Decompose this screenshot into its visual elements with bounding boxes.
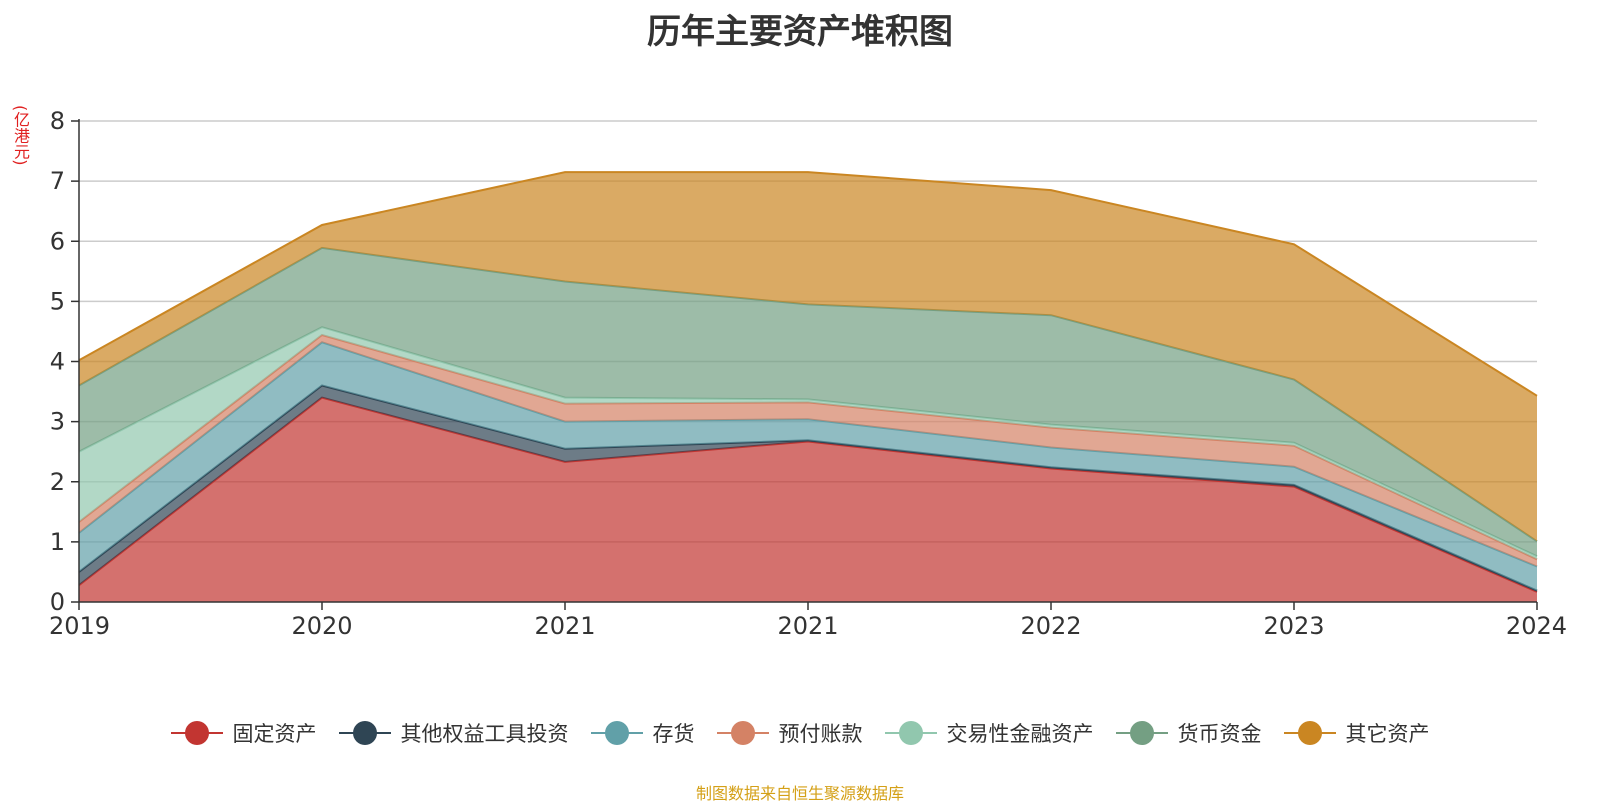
y-tick-label: 4 — [50, 348, 65, 376]
legend-label: 交易性金融资产 — [946, 722, 1094, 746]
legend-item[interactable]: 固定资产 — [170, 718, 317, 748]
legend: 固定资产 其他权益工具投资 存货 预付账款 交易性金融资产 货币资金 其它资产 — [0, 718, 1600, 748]
legend-label: 固定资产 — [232, 722, 317, 746]
x-tick-label: 2024 — [1506, 612, 1567, 640]
legend-marker-icon — [170, 720, 223, 746]
legend-marker-icon — [590, 720, 643, 746]
area-series-group — [78, 171, 1538, 602]
y-tick-label: 0 — [50, 588, 65, 616]
axes: 0 1 2 3 4 5 6 7 8 2019 2020 2021 2021 2022 2023 2024 — [49, 107, 1567, 640]
y-tick-label: 7 — [50, 167, 65, 195]
legend-label: 货币资金 — [1177, 722, 1262, 746]
legend-item[interactable]: 其他权益工具投资 — [338, 718, 569, 748]
legend-item[interactable]: 交易性金融资产 — [884, 718, 1094, 748]
legend-item[interactable]: 货币资金 — [1115, 718, 1262, 748]
legend-item[interactable]: 其它资产 — [1283, 718, 1430, 748]
data-source-note: 制图数据来自恒生聚源数据库 — [695, 784, 904, 803]
area-series-line-6 — [78, 171, 1538, 397]
y-tick-label: 2 — [50, 468, 65, 496]
y-axis-unit-label: (亿港元) — [11, 105, 30, 166]
legend-label: 其它资产 — [1345, 722, 1430, 746]
area-series-5 — [79, 247, 1537, 557]
legend-marker-icon — [1283, 720, 1336, 746]
x-tick-label: 2022 — [1020, 612, 1081, 640]
y-tick-label: 1 — [50, 528, 65, 556]
legend-item[interactable]: 预付账款 — [716, 718, 863, 748]
x-tick-label: 2023 — [1263, 612, 1324, 640]
area-series-3 — [79, 335, 1537, 567]
legend-label: 存货 — [652, 722, 695, 746]
y-tick-label: 8 — [50, 107, 65, 135]
legend-item[interactable]: 存货 — [590, 718, 695, 748]
x-tick-label: 2019 — [49, 612, 110, 640]
x-tick-label: 2020 — [291, 612, 352, 640]
area-series-6 — [79, 172, 1537, 542]
y-tick-label: 3 — [50, 408, 65, 436]
legend-marker-icon — [1115, 720, 1168, 746]
legend-marker-icon — [716, 720, 769, 746]
legend-label: 其他权益工具投资 — [400, 722, 569, 746]
y-tick-label: 5 — [50, 287, 65, 315]
x-tick-label: 2021 — [777, 612, 838, 640]
legend-label: 预付账款 — [778, 722, 863, 746]
legend-marker-icon — [338, 720, 391, 746]
area-series-0 — [79, 397, 1537, 602]
y-tick-label: 6 — [50, 227, 65, 255]
x-tick-label: 2021 — [534, 612, 595, 640]
chart-title: 历年主要资产堆积图 — [647, 12, 953, 52]
area-series-2 — [79, 342, 1537, 591]
legend-marker-icon — [884, 720, 937, 746]
stacked-area-chart: 0 1 2 3 4 5 6 7 8 2019 2020 2021 2021 2022 2023 2024 — [49, 107, 1567, 640]
